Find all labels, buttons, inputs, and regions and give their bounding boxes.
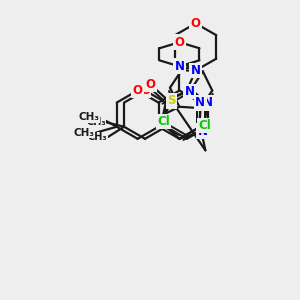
Text: S: S <box>167 94 176 107</box>
Text: N: N <box>184 85 194 98</box>
Text: CH₃: CH₃ <box>78 112 99 122</box>
Text: N: N <box>195 96 206 109</box>
Text: Cl: Cl <box>157 116 170 128</box>
Text: O: O <box>133 84 142 97</box>
Text: N: N <box>197 125 207 138</box>
Text: Cl: Cl <box>198 119 211 132</box>
Text: N: N <box>190 64 201 77</box>
Text: O: O <box>174 36 184 49</box>
Text: CH₃: CH₃ <box>88 132 107 142</box>
Text: CH₃: CH₃ <box>86 117 106 127</box>
Text: O: O <box>190 17 201 30</box>
Text: N: N <box>203 96 213 109</box>
Text: N: N <box>174 60 184 73</box>
Text: O: O <box>145 78 155 91</box>
Text: O: O <box>140 84 150 97</box>
Text: CH₃: CH₃ <box>74 128 95 138</box>
